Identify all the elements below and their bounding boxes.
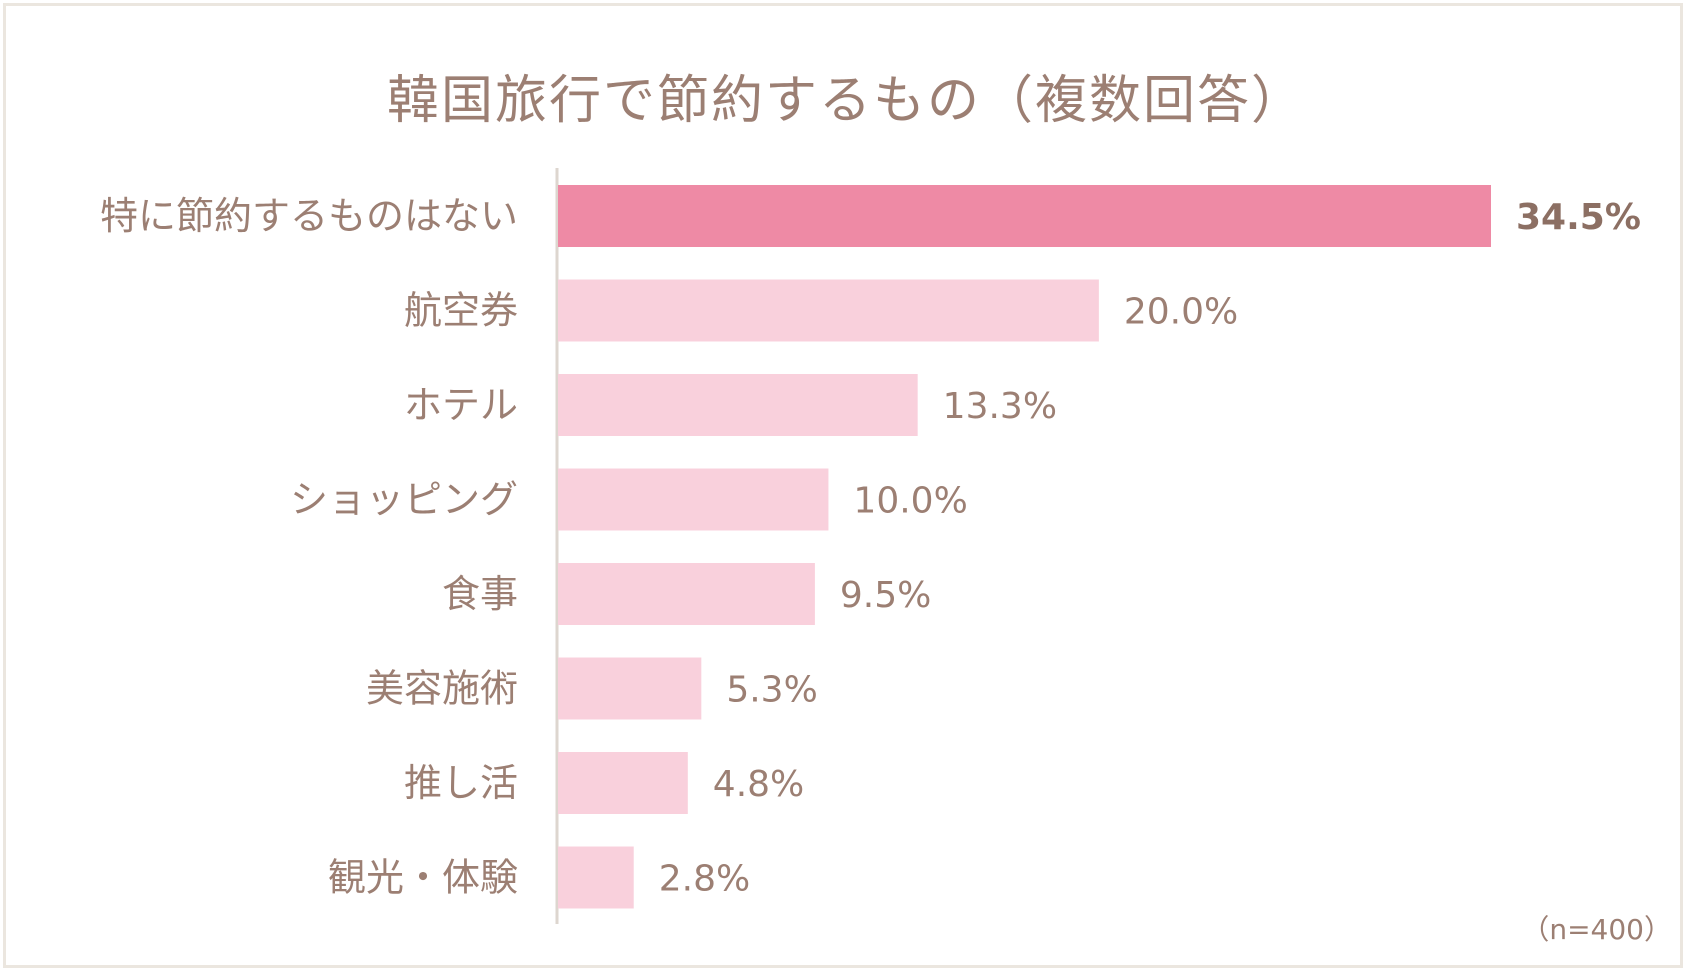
bar <box>558 468 829 531</box>
category-label: ホテル <box>404 383 518 427</box>
bar <box>558 185 1491 247</box>
bar <box>558 657 702 720</box>
category-label: 観光・体験 <box>328 856 518 900</box>
category-label: 特に節約するものはない <box>100 194 518 238</box>
bar <box>558 752 688 814</box>
category-label: 食事 <box>442 572 518 616</box>
category-label: ショッピング <box>290 478 518 522</box>
value-label: 2.8% <box>659 859 750 900</box>
value-label: 10.0% <box>853 481 967 522</box>
value-label: 4.8% <box>713 764 804 805</box>
chart-title: 韓国旅行で節約するもの（複数回答） <box>386 71 1305 131</box>
bar <box>558 846 634 909</box>
chart-frame <box>3 3 1683 968</box>
value-label: 5.3% <box>726 670 817 711</box>
sample-size-note: （n=400） <box>1521 913 1672 946</box>
bar <box>558 374 918 436</box>
bar <box>558 563 815 625</box>
bar <box>558 279 1099 342</box>
category-label: 美容施術 <box>366 667 518 711</box>
value-label: 13.3% <box>943 386 1057 427</box>
category-label: 航空券 <box>404 289 518 333</box>
value-label: 9.5% <box>840 575 931 616</box>
category-label: 推し活 <box>404 761 518 805</box>
value-label: 34.5% <box>1516 197 1641 238</box>
value-label: 20.0% <box>1124 292 1238 333</box>
